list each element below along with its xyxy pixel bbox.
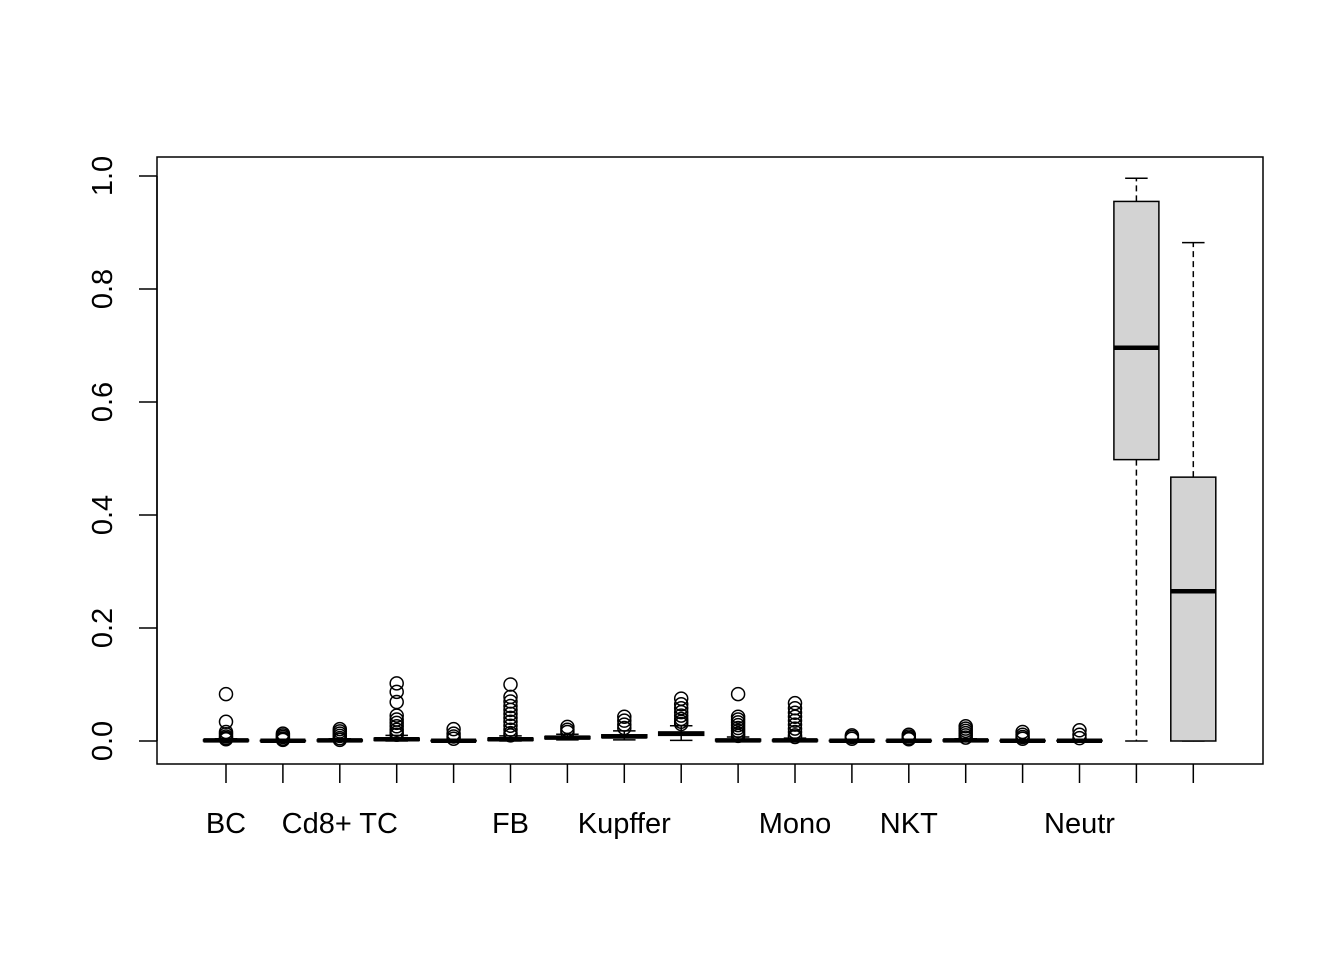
- outlier-point: [617, 717, 632, 732]
- y-tick-label: 0.2: [87, 608, 119, 648]
- outlier-point: [787, 709, 803, 724]
- x-tick-label: Kupffer: [578, 808, 671, 840]
- box-3: [316, 721, 364, 748]
- outlier-point: [389, 684, 404, 700]
- outlier-point: [503, 722, 518, 737]
- outlier-point: [1015, 731, 1030, 746]
- box-5: [430, 721, 477, 746]
- outlier-point: [389, 708, 404, 723]
- outlier-point: [958, 730, 973, 745]
- outlier-point: [446, 721, 461, 737]
- box-17: [1113, 177, 1160, 742]
- outlier-point: [617, 713, 632, 728]
- outlier-point: [560, 724, 575, 740]
- x-axis: BC Cd8+ TC FB Kupffer Mono NKT Neutr: [206, 764, 1195, 840]
- x-tick-label: BC: [206, 808, 246, 840]
- outlier-point: [503, 718, 518, 733]
- box-12: [828, 728, 876, 746]
- outlier-point: [218, 686, 234, 702]
- outlier-point: [617, 720, 632, 736]
- outlier-point: [503, 728, 518, 743]
- outlier-point: [673, 704, 689, 720]
- box-15: [999, 724, 1046, 746]
- outlier-point: [389, 676, 404, 691]
- outlier-point: [787, 724, 803, 740]
- x-tick-label: FB: [492, 808, 529, 840]
- y-tick-label: 0.8: [87, 269, 119, 309]
- outlier-point: [218, 732, 234, 747]
- y-tick-label: 1.0: [87, 156, 119, 196]
- outlier-point: [275, 732, 291, 748]
- box-8: [601, 709, 648, 741]
- x-tick-label: Cd8+ TC: [282, 808, 398, 840]
- outlier-point: [332, 732, 348, 748]
- outlier-point: [503, 698, 518, 714]
- outlier-point: [730, 728, 746, 744]
- box-9: [657, 691, 705, 742]
- outlier-point: [389, 694, 404, 710]
- box-6: [487, 677, 534, 743]
- y-axis: 0.0 0.2 0.4 0.6 0.8 1.0: [87, 156, 158, 761]
- x-tick-label: NKT: [880, 808, 938, 840]
- outlier-point: [787, 721, 803, 736]
- box-2: [259, 726, 307, 748]
- box-body: [1170, 476, 1217, 742]
- box-18: [1170, 241, 1217, 742]
- outlier-point: [617, 709, 632, 724]
- outlier-point: [787, 705, 803, 720]
- box-1: [202, 686, 250, 747]
- box-7: [544, 719, 591, 741]
- outlier-point: [1072, 723, 1087, 738]
- outlier-point: [844, 731, 860, 746]
- outlier-point: [787, 729, 803, 745]
- outlier-point: [503, 677, 518, 692]
- outlier-point: [673, 716, 689, 732]
- box-body: [1113, 200, 1160, 461]
- y-tick-label: 0.0: [87, 721, 119, 761]
- outlier-point: [503, 702, 518, 718]
- outlier-point: [389, 715, 404, 731]
- x-tick-label: Mono: [759, 808, 832, 840]
- boxes-layer: [202, 177, 1217, 748]
- outlier-point: [1072, 730, 1087, 746]
- outlier-point: [673, 697, 689, 712]
- outlier-point: [1072, 727, 1087, 743]
- outlier-point: [787, 713, 803, 728]
- outlier-point: [389, 727, 404, 743]
- plot-frame: [156, 156, 1264, 765]
- y-tick-label: 0.6: [87, 382, 119, 422]
- outlier-point: [503, 710, 518, 726]
- outlier-point: [389, 719, 404, 734]
- outlier-point: [901, 732, 917, 747]
- box-10: [714, 686, 762, 744]
- box-16: [1056, 723, 1103, 746]
- outlier-point: [446, 731, 461, 746]
- box-4: [373, 676, 420, 743]
- outlier-point: [503, 706, 518, 722]
- y-tick-label: 0.4: [87, 495, 119, 535]
- outlier-point: [730, 686, 746, 702]
- outlier-point: [673, 708, 689, 723]
- x-tick-label: Neutr: [1044, 808, 1115, 840]
- box-11: [771, 695, 819, 745]
- box-13: [885, 727, 933, 747]
- box-14: [942, 719, 989, 745]
